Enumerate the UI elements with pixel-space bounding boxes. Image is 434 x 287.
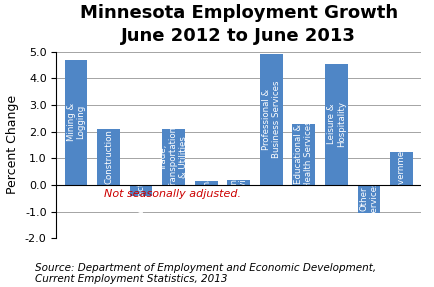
Text: Leisure &
Hospitality: Leisure & Hospitality	[327, 101, 346, 147]
Text: Mining &
Logging: Mining & Logging	[66, 103, 85, 141]
Bar	[390, 152, 413, 185]
Bar	[260, 54, 283, 185]
Text: Financial
Activities: Financial Activities	[229, 162, 248, 202]
Bar	[227, 180, 250, 185]
Y-axis label: Percent Change: Percent Change	[7, 95, 20, 195]
Bar	[130, 185, 152, 195]
Text: Trade,
Transportation
& Utilities: Trade, Transportation & Utilities	[159, 126, 188, 188]
Text: Information: Information	[202, 158, 210, 208]
Text: Manufacturing: Manufacturing	[137, 159, 145, 222]
Bar	[65, 60, 87, 185]
Bar	[325, 64, 348, 185]
Text: Construction: Construction	[104, 129, 113, 184]
Bar	[162, 129, 185, 185]
Text: Government: Government	[397, 141, 406, 195]
Bar	[97, 129, 120, 185]
Text: Source: Department of Employment and Economic Development,
Current Employment St: Source: Department of Employment and Eco…	[35, 263, 376, 284]
Text: Other
Services: Other Services	[359, 181, 378, 217]
Bar	[195, 181, 217, 185]
Bar	[293, 124, 315, 185]
Text: Educational &
Health Services: Educational & Health Services	[294, 121, 313, 188]
Text: Professional &
Business Services: Professional & Business Services	[262, 81, 281, 158]
Text: Not seasonally adjusted.: Not seasonally adjusted.	[104, 189, 241, 199]
Title: Minnesota Employment Growth
June 2012 to June 2013: Minnesota Employment Growth June 2012 to…	[79, 4, 398, 44]
Bar	[358, 185, 380, 213]
